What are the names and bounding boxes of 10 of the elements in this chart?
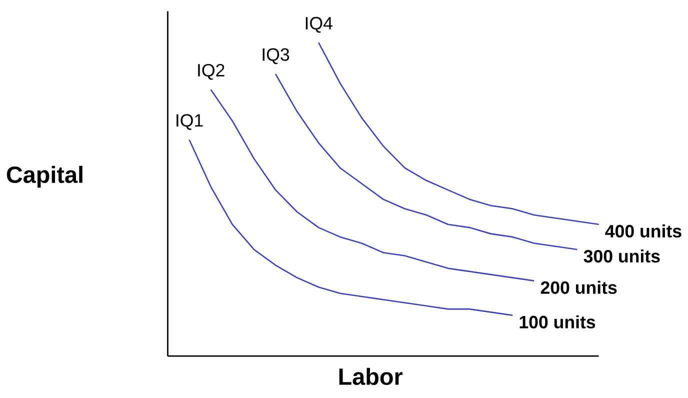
x-axis-title: Labor xyxy=(339,368,403,385)
y-axis-title: Capital xyxy=(6,166,82,188)
text: 400 units xyxy=(605,224,682,238)
annotation: 300 units xyxy=(584,249,660,262)
annotation: 100 units xyxy=(520,315,596,328)
series-label: IQ3 xyxy=(262,48,290,64)
series-label: IQ4 xyxy=(306,16,332,33)
series-label: IQ1 xyxy=(176,114,203,130)
series-label: IQ2 xyxy=(198,64,224,80)
annotation: 200 units xyxy=(540,280,617,294)
